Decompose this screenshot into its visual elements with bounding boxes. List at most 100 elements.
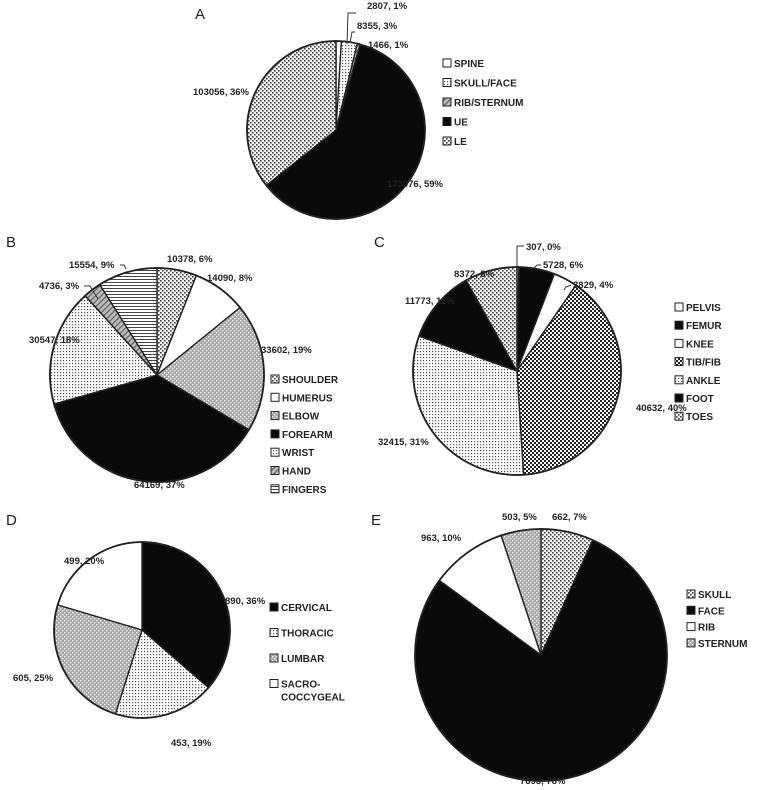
panel-d-legend-label-sacro-coccygeal-line2: COCCYGEAL — [281, 693, 345, 704]
panel-e: E 662, 7% 7693, 78% 963, 10% 503, 5% SKULL FAC… — [371, 512, 747, 787]
panel-c-legend-swatch-pelvis — [674, 302, 684, 312]
panel-d-legend-label-lumbar: LUMBAR — [281, 654, 325, 665]
panel-d-legend-label-sacro-coccygeal: SACRO- — [281, 680, 320, 691]
panel-a-pie-outline — [246, 40, 426, 220]
panel-a-legend-swatch-ue — [442, 117, 452, 126]
panel-d-legend-swatch-cervical — [269, 602, 279, 612]
panel-c-legend-label-tib-fib: TIB/FIB — [686, 358, 721, 369]
panel-a-leader-line — [346, 12, 356, 45]
panel-d-legend-swatch-sacro-coccygeal — [269, 679, 279, 688]
panel-a: A 2807, 1% 8355, 3% 1466, 1% 173076, 59% 1030… — [193, 1, 523, 220]
panel-b-leader-line — [120, 264, 127, 270]
panel-c-legend-label-ankle: ANKLE — [686, 376, 721, 387]
panel-b-legend-swatch-shoulder — [270, 374, 280, 384]
panel-d-legend-label-thoracic: THORACIC — [281, 629, 334, 640]
panel-d-value-label-lumbar: 605, 25% — [13, 673, 54, 684]
panel-d-legend-swatch-thoracic — [269, 628, 279, 637]
panel-c-legend-swatch-tib-fib — [674, 357, 684, 367]
panel-c-value-label-femur: 5728, 6% — [543, 260, 584, 271]
panel-a-leader-line — [349, 31, 355, 44]
panel-a-letter: A — [195, 6, 205, 23]
panel-c-value-label-knee: 3829, 4% — [573, 280, 614, 291]
panel-a-value-label-spine: 2807, 1% — [367, 1, 408, 12]
panel-c-leader-line — [516, 245, 524, 267]
panel-d-pie-outline — [53, 541, 231, 719]
panel-c-legend-swatch-toes — [674, 411, 684, 421]
panel-a-legend-swatch-spine — [442, 58, 452, 68]
panel-a-legend-swatch-skull-face — [442, 78, 452, 87]
panel-b-legend-label-shoulder: SHOULDER — [282, 375, 339, 386]
panel-b-value-label-humerus: 14090, 8% — [207, 273, 253, 284]
panel-e-legend-label-face: FACE — [698, 606, 725, 617]
panel-d-letter: D — [6, 512, 17, 529]
panel-c-value-label-toes: 8372, 8% — [454, 269, 495, 280]
panel-b-value-label-hand: 4736, 3% — [39, 281, 80, 292]
panel-a-legend-label-rib-sternum: RIB/STERNUM — [454, 98, 523, 109]
panel-e-legend-swatch-skull — [686, 589, 696, 599]
panel-c-legend-label-toes: TOES — [686, 412, 713, 423]
panel-b-value-label-forearm: 64169, 37% — [134, 480, 185, 491]
panel-b-value-label-fingers: 15554, 9% — [69, 260, 115, 271]
panel-d-value-label-thoracic: 453, 19% — [171, 738, 212, 749]
panel-e-value-label-face: 7693, 78% — [520, 776, 566, 787]
panel-b-leader-line — [84, 285, 99, 300]
panel-a-legend-label-skull-face: SKULL/FACE — [454, 79, 517, 90]
panel-c-legend-swatch-knee — [674, 338, 684, 348]
panel-a-legend-label-ue: UE — [454, 118, 468, 129]
panel-e-legend-swatch-sternum — [686, 638, 696, 648]
panel-c-leader-line — [533, 264, 541, 269]
panel-e-value-label-skull: 662, 7% — [552, 512, 587, 523]
panel-c: C 307, 0% 5728, 6% 3829, 4% 40632, 40% 32415,… — [374, 234, 722, 476]
panel-d-legend-swatch-lumbar — [269, 653, 279, 663]
panel-b-legend-swatch-forearm — [270, 429, 280, 439]
panel-b-legend-label-wrist: WRIST — [282, 448, 314, 459]
panel-e-letter: E — [371, 512, 381, 529]
panel-e-value-label-rib: 963, 10% — [421, 533, 462, 544]
panel-a-value-label-skull-face: 8355, 3% — [357, 21, 398, 32]
panel-c-leader-line — [563, 284, 572, 291]
panel-c-legend-label-femur: FEMUR — [686, 321, 722, 332]
panel-c-value-label-foot: 11773, 11% — [405, 296, 455, 307]
panel-a-legend-swatch-le — [442, 136, 452, 146]
panel-c-legend-swatch-ankle — [674, 375, 684, 385]
panel-c-legend-swatch-femur — [674, 320, 684, 330]
panel-b-pie-outline — [49, 267, 265, 483]
panel-d-value-label-cervical: 890, 36% — [225, 596, 266, 607]
panel-e-legend-swatch-rib — [686, 622, 696, 632]
panel-d: D 890, 36% 453, 19% 605, 25% 499, 20% CERVICA… — [6, 512, 345, 749]
panel-c-legend-label-pelvis: PELVIS — [686, 303, 721, 314]
panel-a-legend-label-spine: SPINE — [454, 59, 484, 70]
panel-a-leader-line — [354, 44, 364, 48]
panel-c-value-label-ankle: 32415, 31% — [378, 437, 429, 448]
panel-c-value-label-tib-fib: 40632, 40% — [636, 403, 687, 414]
panel-b-legend-label-hand: HAND — [282, 467, 311, 478]
panel-d-legend-label-cervical: CERVICAL — [281, 603, 332, 614]
panel-e-legend-swatch-face — [686, 605, 696, 615]
panel-b-legend-label-fingers: FINGERS — [282, 485, 327, 496]
panel-b-letter: B — [6, 234, 16, 251]
panel-b-legend-label-elbow: ELBOW — [282, 412, 320, 423]
panel-c-legend-swatch-foot — [674, 393, 684, 403]
panel-e-pie-outline — [414, 528, 668, 782]
panel-a-value-label-ue: 173076, 59% — [387, 179, 444, 190]
panel-a-value-label-rib-sternum: 1466, 1% — [368, 40, 409, 51]
panel-d-value-label-sacro-coccygeal: 499, 20% — [64, 556, 105, 567]
panel-c-legend-label-foot: FOOT — [686, 394, 714, 405]
panel-c-value-label-pelvis: 307, 0% — [526, 242, 561, 253]
panel-b: B 10378, 6% 14090, 8% 33602, 19% 64169, 37% 3… — [6, 234, 339, 496]
panel-b-legend-swatch-humerus — [270, 392, 280, 402]
panel-c-letter: C — [374, 234, 385, 251]
panel-e-legend-label-rib: RIB — [698, 623, 715, 634]
panel-b-legend-label-forearm: FOREARM — [282, 430, 333, 441]
panel-e-value-label-sternum: 503, 5% — [502, 512, 537, 523]
panel-e-legend-label-skull: SKULL — [698, 590, 731, 601]
panel-b-value-label-elbow: 33602, 19% — [261, 345, 312, 356]
panel-a-legend-label-le: LE — [454, 137, 467, 148]
panel-b-value-label-shoulder: 10378, 6% — [167, 254, 213, 265]
panel-a-value-label-le: 103056, 36% — [193, 87, 250, 98]
panel-b-value-label-wrist: 30547, 18% — [29, 335, 80, 346]
panel-e-legend-label-sternum: STERNUM — [698, 639, 747, 650]
panel-a-legend-swatch-rib-sternum — [442, 97, 452, 107]
panel-c-legend-label-knee: KNEE — [686, 339, 714, 350]
